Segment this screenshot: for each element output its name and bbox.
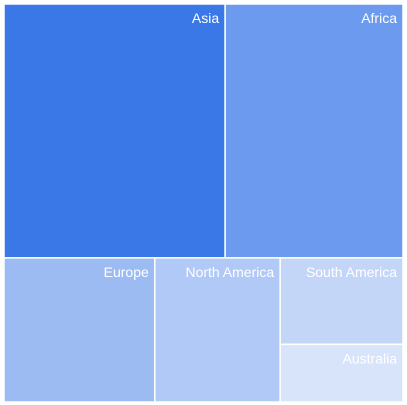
tile-label-north-america: North America (185, 264, 274, 280)
treemap-tiles: Asia Africa Europe North America South Ameri… (3, 3, 404, 403)
tile-north-america[interactable] (154, 257, 281, 403)
tile-south-america[interactable] (279, 257, 404, 346)
tile-label-africa: Africa (361, 10, 397, 26)
tile-label-europe: Europe (104, 264, 149, 280)
tile-label-south-america: South America (306, 264, 397, 280)
tile-asia[interactable] (3, 3, 226, 259)
tile-label-australia: Australia (343, 350, 398, 366)
tile-africa[interactable] (224, 3, 404, 259)
tile-australia[interactable] (279, 343, 404, 403)
tile-label-asia: Asia (192, 10, 219, 26)
tile-europe[interactable] (3, 257, 156, 403)
